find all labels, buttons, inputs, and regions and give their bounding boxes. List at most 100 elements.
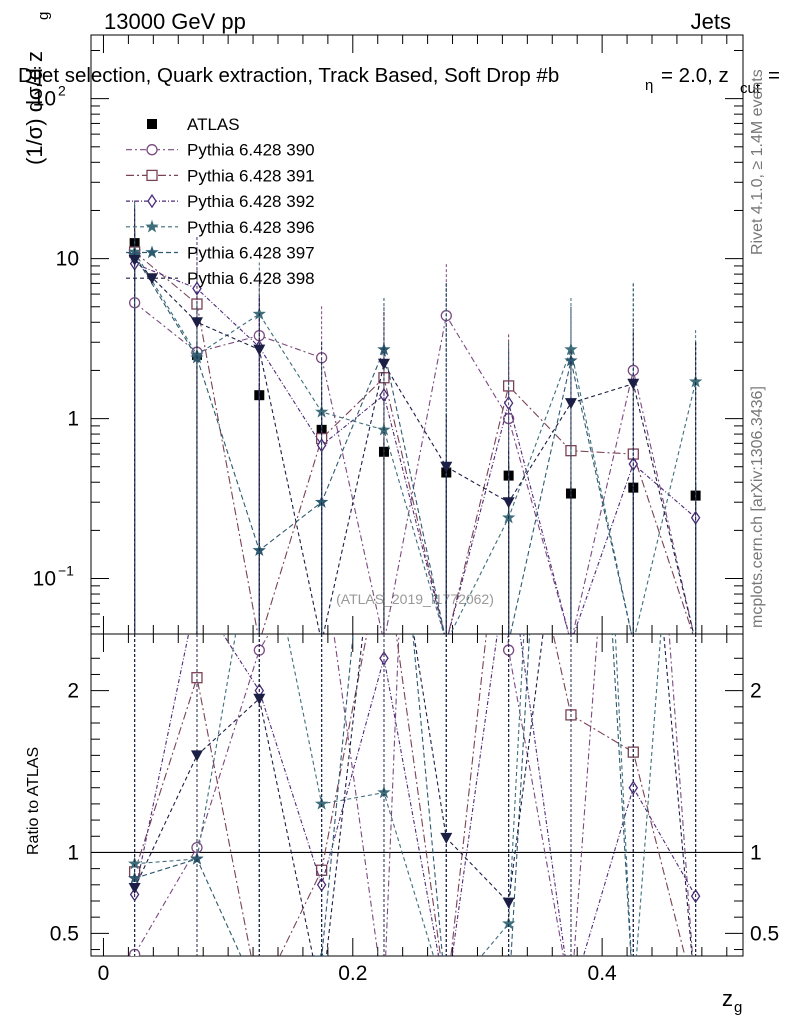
ratio-point-p396: [689, 166, 702, 179]
ratio-point-p397: [689, 991, 702, 1004]
ratio-ylabel: Ratio to ATLAS: [25, 747, 42, 855]
ratio-panel: 0 0.2 0.4 0.5 0.5 1 1 2 2: [50, 135, 779, 1004]
xlabel-sub: g: [734, 999, 742, 1016]
plot-title-suffix: = 2.0, z: [661, 64, 729, 87]
ratio-point-p391: [441, 993, 451, 1003]
xtick-label: 0: [98, 962, 110, 985]
series-line-p398: [134, 259, 695, 634]
main-ytick-label: 1: [67, 408, 79, 431]
ratio-point-p397: [190, 851, 204, 865]
point-p397: [315, 495, 329, 508]
xtick-label: 0.4: [588, 962, 618, 985]
main-ytick-label: 10: [33, 88, 56, 111]
plot-title-tail: =: [768, 64, 780, 87]
ratio-point-p396: [627, 991, 640, 1004]
point-p396: [564, 342, 578, 356]
ratio-line-p398: [134, 634, 693, 956]
ratio-frame: [90, 633, 744, 957]
ratio-point-p396: [502, 916, 516, 930]
ratio-point-p391: [191, 672, 203, 684]
plot-title-eta: η: [645, 77, 653, 94]
mcplots-label: mcplots.cern.ch [arXiv:1306.3436]: [749, 386, 766, 628]
ratio-ytick-label: 0.5: [50, 922, 79, 945]
point-p398: [377, 358, 390, 370]
ratio-point-p398: [253, 693, 266, 705]
legend-marker-p390: [146, 144, 158, 156]
ratio-point-p396: [440, 991, 453, 1004]
ratio-point-p398: [440, 832, 453, 844]
ratio-point-p398: [128, 883, 141, 895]
ratio-point-p398: [316, 993, 328, 1004]
ratio-point-p392: [567, 992, 575, 1004]
point-p397: [564, 353, 578, 367]
ratio-line-p397: [134, 634, 632, 956]
point-p398: [128, 255, 141, 267]
ratio-point-p396: [128, 856, 142, 870]
ratio-line-p392: [134, 634, 697, 956]
ratio-line-p396: [134, 634, 662, 956]
xlabel: z: [722, 986, 733, 1011]
point-p398: [440, 461, 453, 473]
legend-label-p398: Pythia 6.428 398: [187, 269, 315, 288]
main-ytick-label: 10: [33, 568, 56, 591]
point-p396: [315, 404, 329, 418]
ratio-point-p397: [440, 991, 453, 1004]
main-ytick-exponent: 2: [58, 83, 66, 99]
legend-label-p391: Pythia 6.428 391: [187, 166, 315, 185]
ratio-ytick-label: 1: [67, 841, 79, 864]
legend-marker-p396: [145, 219, 159, 233]
legend-label-p396: Pythia 6.428 396: [187, 218, 315, 237]
ratio-point-p390: [691, 993, 701, 1003]
plot-title: Dijet selection, Quark extraction, Track…: [18, 64, 559, 87]
ratio-line-p391: [134, 634, 686, 956]
ratio-point-p398: [502, 897, 515, 909]
ratio-point-p390: [628, 135, 638, 145]
ratio-point-p397: [627, 991, 640, 1004]
ratio-point-p397: [253, 990, 266, 1003]
ratio-ytick-label-right: 0.5: [750, 922, 779, 945]
main-data: [128, 200, 703, 634]
ratio-point-p391: [627, 746, 639, 758]
series-line-p391: [134, 251, 694, 634]
header-left: 13000 GeV pp: [104, 9, 246, 34]
ratio-point-p391: [254, 993, 264, 1003]
main-ytick-label: 10: [56, 248, 79, 271]
ratio-point-p390: [566, 993, 576, 1003]
ratio-point-p391: [691, 993, 701, 1003]
point-p391: [502, 380, 515, 392]
legend-marker-p392: [147, 193, 157, 209]
watermark: (ATLAS_2019_I1772062): [336, 591, 494, 607]
series-line-p396: [134, 251, 697, 634]
ratio-point-p397: [128, 871, 142, 884]
series-line-p397: [134, 254, 633, 634]
ratio-ytick-label: 2: [67, 680, 79, 703]
ratio-line-p390: [134, 634, 694, 956]
ratio-point-p398: [190, 750, 203, 762]
ratio-point-p392: [442, 992, 450, 1004]
legend-label-p390: Pythia 6.428 390: [187, 141, 315, 160]
point-p398: [564, 398, 577, 410]
main-ytick-exponent: −1: [58, 563, 74, 579]
legend-marker-atlas: [147, 119, 157, 129]
legend-label-atlas: ATLAS: [187, 115, 240, 134]
series-line-p392: [134, 263, 696, 634]
plot-title-cut: cut: [740, 80, 761, 97]
legend-label-p392: Pythia 6.428 392: [187, 192, 315, 211]
ratio-point-p398: [690, 993, 702, 1004]
ratio-point-p392: [628, 780, 639, 795]
legend-label-p397: Pythia 6.428 397: [187, 244, 315, 263]
ratio-point-p397: [315, 950, 329, 956]
ratio-data: [128, 135, 702, 1004]
point-p398: [190, 317, 203, 329]
legend: ATLAS Pythia 6.428 390 Pythia 6.428 391 Pyt…: [126, 115, 315, 288]
ratio-ytick-label-right: 1: [750, 841, 762, 864]
header-right: Jets: [691, 9, 731, 34]
legend-marker-p391: [146, 169, 158, 182]
rivet-label: Rivet 4.1.0, ≥ 1.4M events: [749, 69, 766, 255]
point-p398: [502, 497, 515, 509]
ratio-point-p397: [502, 991, 515, 1004]
point-p398: [253, 344, 266, 356]
point-p398: [627, 378, 640, 390]
